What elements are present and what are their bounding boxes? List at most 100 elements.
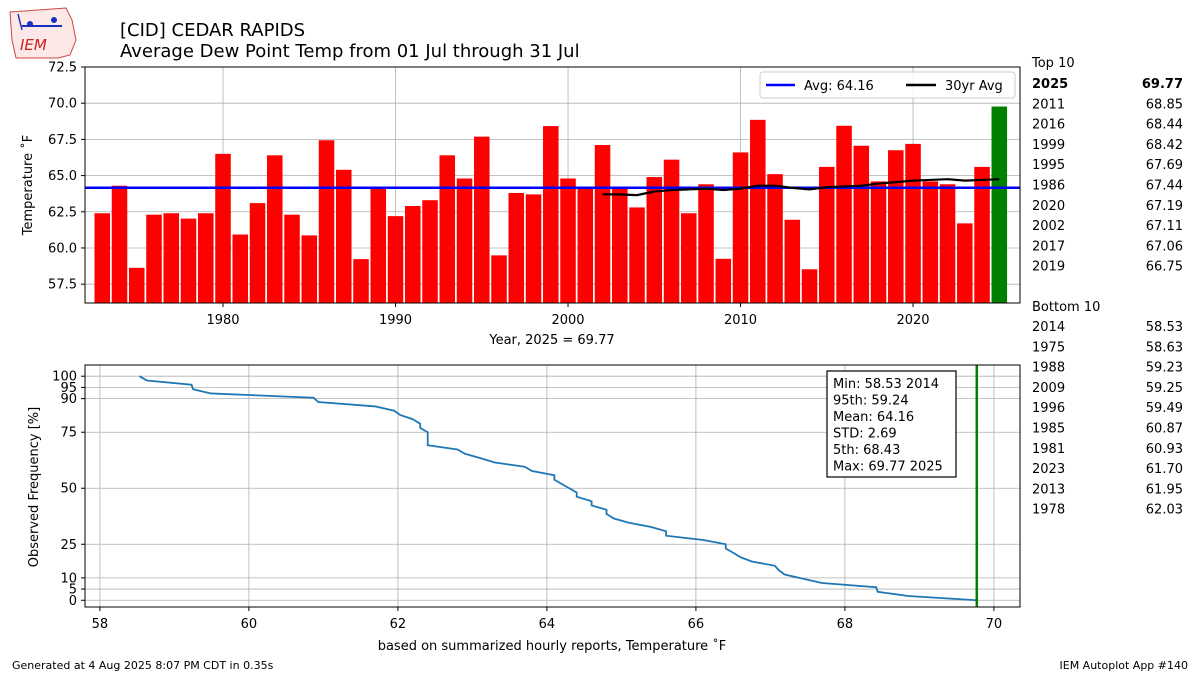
bar-year (405, 205, 421, 303)
bar-year (646, 177, 663, 303)
logo-text: IEM (20, 36, 47, 54)
bar-year (128, 267, 145, 303)
bar-year (318, 140, 335, 303)
bar-year (715, 258, 732, 303)
bottom10-item-value: 62.03 (1146, 503, 1183, 518)
top10-item-year: 1995 (1032, 158, 1065, 173)
top10-item-value: 67.69 (1146, 158, 1183, 173)
bar-year (939, 184, 956, 303)
bar-year (491, 255, 507, 303)
top10-item-value: 69.77 (1142, 77, 1183, 92)
stats-line: 95th: 59.24 (833, 394, 909, 409)
bar-year (197, 213, 214, 303)
top-y-tick-label: 60.0 (48, 241, 77, 256)
bottom-x-tick-label: 66 (688, 617, 705, 632)
bar-year (525, 194, 542, 303)
bottom10-item-value: 59.49 (1146, 401, 1183, 416)
top10-item-year: 1986 (1032, 179, 1065, 194)
bar-year (922, 181, 939, 303)
top10-item-year: 2017 (1032, 239, 1065, 254)
top-legend: Avg: 64.16 30yr Avg (759, 71, 1016, 99)
bottom-x-tick-label: 60 (241, 617, 258, 632)
bottom-x-tick-label: 64 (539, 617, 556, 632)
top10-item-year: 2016 (1032, 118, 1065, 133)
bar-year (750, 119, 766, 304)
chart-subtitle: Average Dew Point Temp from 01 Jul throu… (120, 41, 580, 62)
top-x-tick-label: 1990 (379, 313, 412, 328)
bar-year (767, 174, 783, 303)
bottom10-item-value: 60.87 (1146, 422, 1183, 437)
bottom10-item-year: 1981 (1032, 442, 1065, 457)
top10-item-value: 67.06 (1146, 239, 1183, 254)
top10-item-year: 2019 (1032, 260, 1065, 275)
top10-item-value: 67.11 (1146, 219, 1183, 234)
footer-app: IEM Autoplot App #140 (1060, 659, 1189, 672)
bar-year (957, 223, 973, 303)
bar-year (353, 259, 369, 303)
bottom10-item-year: 1996 (1032, 401, 1065, 416)
top-y-tick-label: 57.5 (48, 278, 77, 293)
iem-logo: IEM (9, 7, 77, 59)
bar-year (336, 169, 352, 303)
bar-year (94, 213, 111, 303)
bar-year (819, 166, 835, 303)
top-x-tick-label: 2000 (551, 313, 584, 328)
bottom10-item-year: 2023 (1032, 462, 1065, 477)
top-x-ticks: 1980 1990 2000 2010 2020 (206, 303, 930, 328)
bar-year (663, 159, 680, 303)
bottom10-item-year: 1988 (1032, 361, 1065, 376)
legend-avg-label: Avg: 64.16 (804, 79, 874, 94)
bar-year (146, 214, 162, 303)
bar-year (853, 145, 870, 303)
top-y-tick-label: 70.0 (48, 97, 77, 112)
top-bars (94, 106, 1008, 304)
bottom10-item-year: 1985 (1032, 422, 1065, 437)
stats-line: Min: 58.53 2014 (833, 377, 939, 392)
top-y-tick-label: 65.0 (48, 169, 77, 184)
bar-year (836, 125, 852, 303)
bar-year (249, 203, 266, 303)
top-series-lines (85, 178, 1020, 197)
bar-year (974, 166, 990, 303)
bar-year (784, 219, 801, 303)
top-y-axis-label: Temperature ˚F (20, 135, 36, 236)
top10-item-value: 68.42 (1146, 138, 1183, 153)
bar-year (387, 216, 404, 303)
bar-year (370, 188, 387, 303)
bottom10-item-value: 59.25 (1146, 381, 1183, 396)
bar-year (284, 214, 300, 303)
bar-year (215, 153, 231, 303)
iowa-outline-icon (9, 7, 77, 59)
chart-title: [CID] CEDAR RAPIDS (120, 20, 305, 41)
bottom-y-tick-label: 5 (69, 583, 77, 598)
bar-year (732, 152, 749, 303)
bar-year (577, 187, 594, 303)
stats-line: STD: 2.69 (833, 427, 897, 442)
bottom10-item-year: 1975 (1032, 340, 1065, 355)
bottom10-item-value: 61.95 (1146, 482, 1183, 497)
top10-title: Top 10 (1031, 56, 1075, 71)
bar-year (594, 145, 611, 303)
top10-item-year: 1999 (1032, 138, 1065, 153)
top10-item-value: 66.75 (1146, 260, 1183, 275)
top10-item-value: 67.19 (1146, 199, 1183, 214)
bottom-x-tick-label: 58 (92, 617, 109, 632)
bottom-y-tick-label: 0 (69, 594, 77, 609)
stats-line: 5th: 68.43 (833, 443, 900, 458)
bar-year (801, 269, 818, 303)
bottom10-item-value: 58.53 (1146, 320, 1183, 335)
bottom10-item-year: 1978 (1032, 503, 1065, 518)
bottom-y-axis-label: Observed Frequency [%] (27, 407, 42, 567)
bottom-x-tick-label: 70 (986, 617, 1003, 632)
bar-year (629, 207, 645, 303)
top10-item-value: 68.85 (1146, 97, 1183, 112)
top10-list: 2025 69.77 2011 68.85 2016 68.44 1999 68.42 1995… (1032, 77, 1183, 275)
bottom10-item-year: 2013 (1032, 482, 1065, 497)
top-y-tick-label: 67.5 (48, 133, 77, 148)
bar-year (543, 126, 559, 304)
bottom10-item-year: 2014 (1032, 320, 1065, 335)
top-y-tick-label: 72.5 (48, 61, 77, 76)
bar-year (681, 213, 697, 303)
top10-item-value: 68.44 (1146, 118, 1183, 133)
